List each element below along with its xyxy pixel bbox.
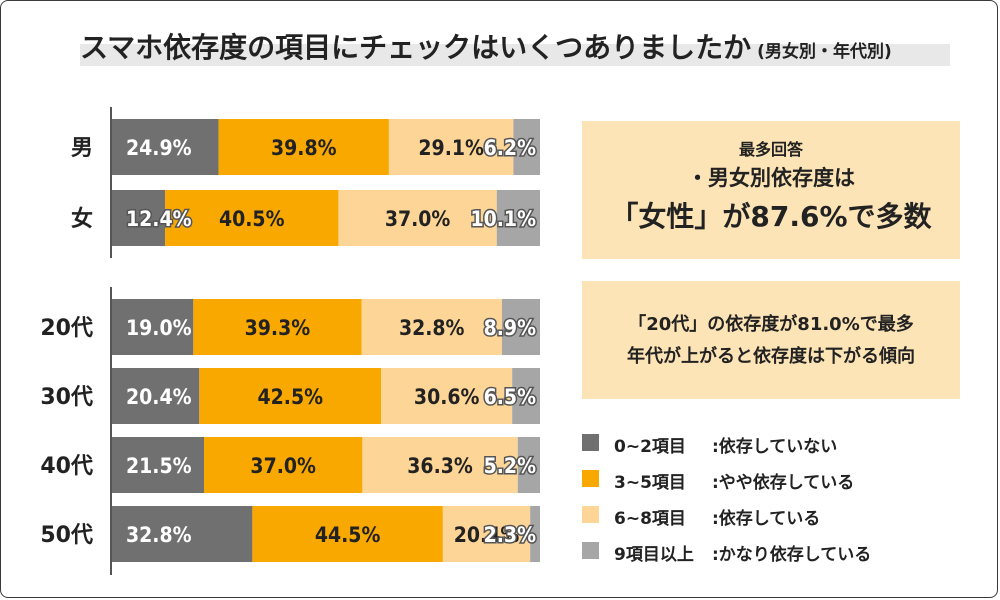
bar-segment (381, 368, 513, 424)
data-label: 32.8% (126, 523, 192, 547)
bar-segment (218, 119, 389, 175)
bar-segment (530, 506, 540, 562)
legend-swatch (582, 542, 599, 559)
legend-name: 9項目以上 (614, 545, 694, 565)
data-label: 12.4% (126, 207, 192, 231)
bar-segment (112, 299, 194, 355)
legend-description: :かなり依存している (712, 545, 872, 565)
bar-segment (496, 190, 540, 246)
data-label: 19.0% (126, 316, 192, 340)
title-area: スマホ依存度の項目にチェックはいくつありましたか (男女別・年代別) (80, 26, 960, 66)
note-box: 「20代」の依存度が81.0%で最多 年代が上がると依存度は下がる傾向 (582, 281, 960, 399)
data-label: 37.0% (250, 454, 316, 478)
category-label: 40代 (40, 454, 93, 479)
data-label: 21.5% (126, 454, 192, 478)
data-label: 5.2% (484, 454, 536, 478)
bar-segment (112, 190, 166, 246)
bar-segment (362, 437, 518, 493)
data-label: 37.0% (385, 207, 451, 231)
bar-segment (501, 299, 540, 355)
summary-line1: ・男女別依存度は (687, 166, 855, 190)
chart-subtitle: (男女別・年代別) (757, 42, 892, 62)
legend-description: :依存していない (712, 437, 838, 457)
bar-segment (388, 119, 514, 175)
data-label: 30.6% (414, 385, 480, 409)
data-label: 2.3% (484, 523, 536, 547)
bar-segment (204, 437, 363, 493)
bar-segment (112, 437, 205, 493)
data-label: 39.8% (271, 136, 337, 160)
data-label: 32.8% (399, 316, 465, 340)
chart-title-text: スマホ依存度の項目にチェックはいくつありましたか (80, 31, 752, 64)
legend-name: 0~2項目 (614, 437, 686, 457)
bar-segment (442, 506, 531, 562)
bar-segment (199, 368, 382, 424)
bar-segment (112, 368, 200, 424)
bar-segment (361, 299, 502, 355)
data-label: 6.5% (484, 385, 536, 409)
data-label: 24.9% (126, 136, 192, 160)
category-label: 女 (71, 206, 93, 232)
category-label: 30代 (40, 385, 93, 410)
data-label: 8.9% (484, 316, 536, 340)
data-label: 42.5% (257, 385, 323, 409)
legend-swatch (582, 470, 599, 487)
data-label: 36.3% (407, 454, 473, 478)
summary-box: 最多回答 ・男女別依存度は 「女性」が87.6%で多数 (582, 121, 960, 259)
legend-description: :やや依存している (712, 473, 855, 493)
bar-segment (112, 119, 219, 175)
title-highlight (80, 44, 950, 66)
bar-segment (112, 506, 253, 562)
data-label: 40.5% (219, 207, 285, 231)
bar-segment (338, 190, 497, 246)
category-label: 20代 (40, 316, 93, 341)
summary-line2: 「女性」が87.6%で多数 (610, 200, 932, 233)
note-line1: 「20代」の依存度が81.0%で最多 (628, 314, 914, 335)
data-label: 6.2% (484, 136, 536, 160)
legend-description: :依存している (712, 509, 821, 529)
bar-segment (512, 368, 540, 424)
data-label: 10.1% (470, 207, 536, 231)
category-label: 50代 (40, 523, 93, 548)
category-label: 男 (71, 136, 93, 161)
bar-segment (517, 437, 540, 493)
legend-swatch (582, 434, 599, 451)
legend-name: 6~8項目 (614, 509, 686, 529)
legend-name: 3~5項目 (614, 473, 686, 493)
bar-segment (193, 299, 362, 355)
bar-segment (165, 190, 339, 246)
data-label: 20.4% (126, 385, 192, 409)
bar-segment (513, 119, 540, 175)
stacked-bar-chart: 24.9% 39.8% 29.1% 6.2% 男 12.4% 40.5% 37.0% 10.1%… (40, 107, 540, 575)
chart-title: スマホ依存度の項目にチェックはいくつありましたか (男女別・年代別) (80, 26, 892, 66)
bar-segment (252, 506, 443, 562)
data-label: 29.1% (418, 136, 484, 160)
legend-swatch (582, 506, 599, 523)
data-label: 39.3% (245, 316, 311, 340)
summary-label: 最多回答 (738, 140, 803, 159)
note-line2: 年代が上がると依存度は下がる傾向 (627, 346, 915, 367)
data-label: 20.4% (454, 523, 520, 547)
data-label: 44.5% (315, 523, 381, 547)
